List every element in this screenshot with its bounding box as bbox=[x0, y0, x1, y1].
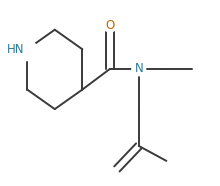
Circle shape bbox=[103, 18, 117, 32]
Text: N: N bbox=[134, 62, 143, 75]
Circle shape bbox=[132, 62, 146, 76]
Text: HN: HN bbox=[7, 43, 25, 56]
Text: O: O bbox=[105, 19, 115, 32]
Circle shape bbox=[13, 38, 36, 61]
